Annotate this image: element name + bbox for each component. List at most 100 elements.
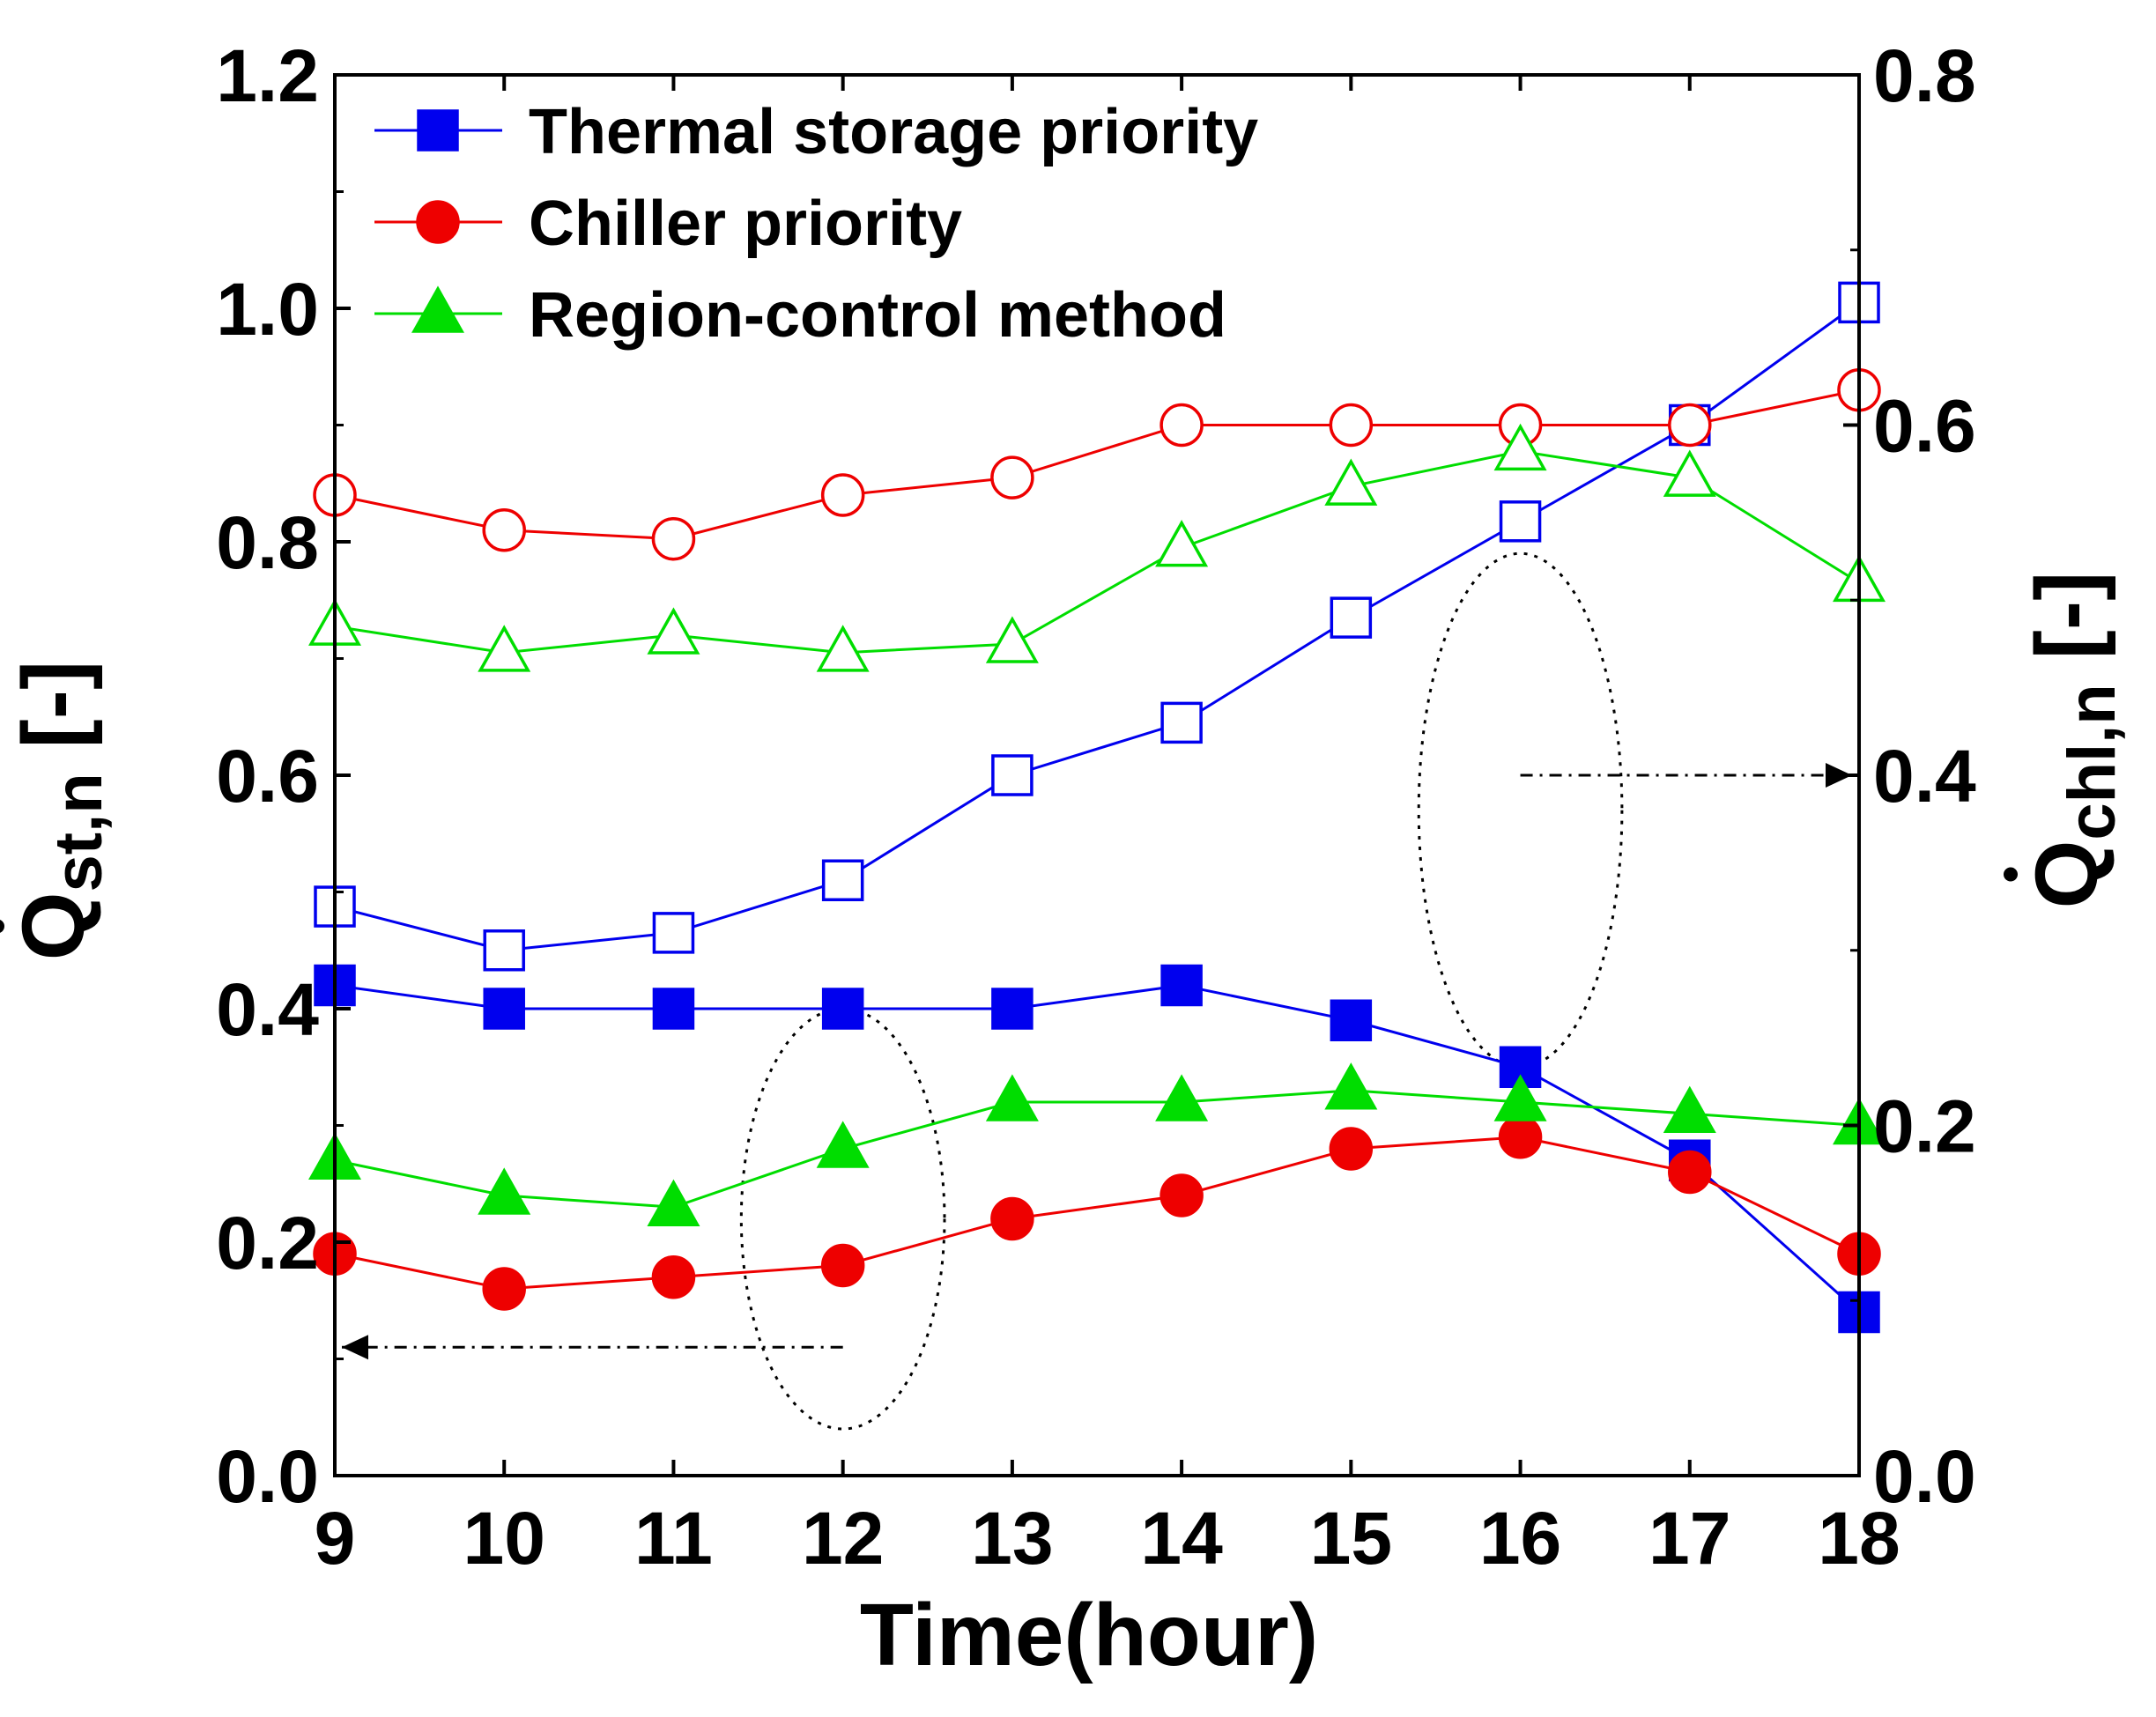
x-axis-title: Time(hour)	[860, 1586, 1318, 1684]
series-region-control-method-right	[308, 423, 1886, 672]
data-point-thermal-storage-priority-right	[821, 859, 864, 901]
y-left-axis-title-unit: [-]	[4, 661, 103, 773]
legend-marker	[411, 285, 464, 333]
data-point-region-control-method-left	[816, 1121, 870, 1168]
data-point-chiller-priority-left	[820, 1243, 865, 1288]
data-point-region-control-method-left	[1493, 1074, 1547, 1121]
data-point-chiller-priority-left	[1159, 1173, 1204, 1217]
legend-marker	[416, 200, 460, 244]
data-point-region-control-method-left	[478, 1167, 531, 1215]
data-point-thermal-storage-priority-right	[483, 929, 525, 972]
legend-label: Chiller priority	[529, 189, 962, 259]
data-point-region-control-method-left	[985, 1074, 1039, 1121]
data-point-thermal-storage-priority-right	[1160, 701, 1203, 744]
x-tick-label: 13	[971, 1497, 1053, 1580]
annotation-arrow-head	[1826, 763, 1852, 788]
data-point-chiller-priority-right	[482, 508, 526, 552]
data-point-thermal-storage-priority-left	[1330, 999, 1373, 1041]
data-point-chiller-priority-right	[1159, 403, 1204, 448]
data-point-region-control-method-right	[478, 625, 531, 672]
data-point-region-control-method-right	[1663, 449, 1716, 497]
x-tick-label: 14	[1140, 1497, 1223, 1580]
data-point-thermal-storage-priority-right	[991, 754, 1034, 796]
series-group	[308, 281, 1886, 1334]
legend-label: Region-control method	[529, 280, 1226, 351]
data-point-chiller-priority-right	[990, 455, 1034, 500]
data-point-thermal-storage-priority-right	[1330, 596, 1373, 639]
annotation-arrow-head	[342, 1335, 368, 1360]
data-point-chiller-priority-right	[820, 473, 865, 517]
y-left-tick-label: 1.0	[216, 268, 319, 351]
data-point-thermal-storage-priority-right	[652, 912, 695, 954]
y-right-axis-title-text: Qchl,n [-]	[2018, 572, 2130, 909]
y-left-axis-title-main: Q	[4, 892, 103, 961]
x-tick-label: 15	[1310, 1497, 1392, 1580]
axes: 9 10 11 12 13 14 15 16 17 180.00.20.40.60.81.01.2…	[216, 34, 1976, 1580]
y-right-tick-label: 0.4	[1873, 735, 1976, 818]
series-thermal-storage-priority-right	[314, 281, 1880, 972]
data-point-thermal-storage-priority-left	[483, 988, 525, 1030]
data-point-region-control-method-left	[647, 1179, 700, 1226]
x-tick-label: 11	[634, 1497, 713, 1580]
y-right-title-dot	[2004, 867, 2018, 882]
legend-label: Thermal storage priority	[529, 97, 1258, 167]
series-line-chiller-priority-left	[334, 1136, 1860, 1291]
data-point-region-control-method-right	[816, 625, 870, 672]
data-point-region-control-method-right	[1155, 520, 1209, 567]
series-line-chiller-priority-right	[334, 389, 1860, 541]
series-chiller-priority-right	[313, 368, 1881, 561]
series-line-region-control-method-left	[334, 1089, 1860, 1209]
y-right-tick-label: 0.6	[1873, 385, 1976, 468]
data-point-chiller-priority-left	[990, 1196, 1034, 1241]
data-point-region-control-method-left	[1324, 1062, 1378, 1110]
legend-marker	[417, 109, 459, 152]
data-point-thermal-storage-priority-left	[991, 988, 1034, 1030]
data-point-chiller-priority-left	[482, 1267, 526, 1311]
x-tick-label: 16	[1479, 1497, 1561, 1580]
series-line-thermal-storage-priority-left	[334, 983, 1861, 1314]
legend-item-thermal-storage-priority: Thermal storage priority	[374, 97, 1258, 167]
y-left-tick-label: 0.0	[216, 1435, 319, 1518]
x-tick-label: 17	[1648, 1497, 1730, 1580]
x-tick-label: 12	[802, 1497, 884, 1580]
legend-item-chiller-priority: Chiller priority	[374, 189, 962, 259]
y-left-tick-label: 0.8	[216, 501, 319, 584]
data-point-region-control-method-right	[1493, 423, 1547, 471]
y-right-axis-title-main: Q	[2018, 840, 2116, 909]
annotations	[342, 551, 1852, 1431]
data-point-region-control-method-right	[1324, 458, 1378, 506]
x-tick-label: 10	[463, 1497, 545, 1580]
data-point-chiller-priority-right	[1329, 403, 1374, 448]
y-right-axis-title: Qchl,n [-]	[2004, 572, 2130, 909]
y-right-axis-title-unit: [-]	[2018, 572, 2116, 685]
data-point-chiller-priority-left	[651, 1255, 696, 1299]
data-point-region-control-method-left	[1155, 1074, 1209, 1121]
annotation-ellipse	[739, 1007, 946, 1431]
legend-item-region-control-method: Region-control method	[374, 280, 1226, 351]
y-left-tick-label: 0.4	[216, 968, 319, 1051]
data-point-thermal-storage-priority-left	[821, 988, 864, 1030]
data-point-chiller-priority-left	[1329, 1127, 1374, 1171]
data-point-chiller-priority-left	[1668, 1150, 1712, 1195]
legend: Thermal storage priority Chiller priority…	[374, 97, 1258, 351]
data-point-region-control-method-left	[1663, 1085, 1716, 1133]
x-tick-label: 9	[315, 1497, 356, 1580]
data-point-region-control-method-right	[647, 607, 700, 655]
y-left-tick-label: 1.2	[216, 34, 319, 117]
y-left-axis-title-sub: st,n	[41, 773, 116, 892]
data-point-chiller-priority-left	[1498, 1115, 1543, 1159]
y-left-tick-label: 0.6	[216, 735, 319, 818]
y-left-title-dot	[0, 919, 4, 934]
series-line-region-control-method-right	[334, 449, 1860, 655]
data-point-thermal-storage-priority-left	[1160, 964, 1203, 1007]
series-chiller-priority-left	[313, 1115, 1881, 1311]
axis-labels: Time(hour) Qst,n [-]Qchl,n [-]	[0, 572, 2130, 1684]
y-left-tick-label: 0.2	[216, 1202, 319, 1284]
series-line-thermal-storage-priority-right	[334, 301, 1860, 952]
y-right-tick-label: 0.2	[1873, 1085, 1976, 1168]
data-point-thermal-storage-priority-right	[1499, 500, 1542, 543]
data-point-chiller-priority-right	[1668, 403, 1712, 448]
y-left-axis-title-text: Qst,n [-]	[4, 661, 116, 961]
